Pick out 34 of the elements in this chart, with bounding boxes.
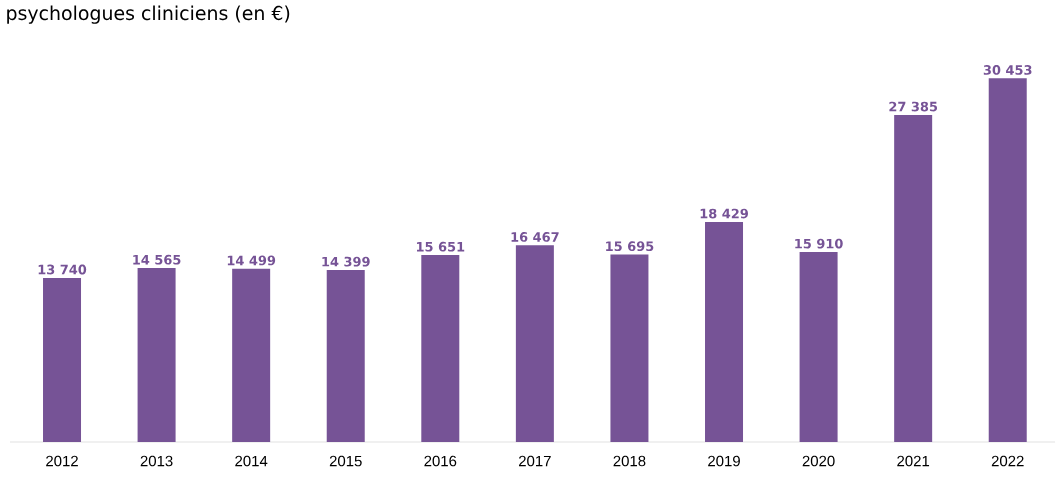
data-label: 14 565 (133, 254, 181, 265)
bar (894, 115, 933, 442)
x-tick-label: 2015 (329, 455, 362, 467)
bar (421, 255, 460, 442)
bar (326, 270, 365, 442)
bar (988, 78, 1027, 442)
x-tick-label: 2022 (991, 455, 1024, 467)
data-label: 15 651 (416, 241, 465, 252)
data-label: 15 910 (795, 238, 843, 249)
x-tick-label: 2018 (613, 455, 646, 467)
bar (232, 268, 271, 442)
data-label: 14 499 (227, 255, 276, 266)
x-tick-label: 2016 (424, 455, 457, 467)
data-label: 13 740 (38, 264, 87, 275)
x-tick-label: 2021 (897, 455, 930, 467)
bar (799, 252, 838, 442)
data-label: 14 399 (322, 256, 370, 267)
x-tick-label: 2014 (235, 455, 268, 467)
data-label: 30 453 (983, 65, 1032, 75)
data-label: 16 467 (511, 232, 559, 242)
chart-title: psychologues cliniciens (en €) (7, 5, 290, 24)
x-tick-label: 2020 (802, 455, 835, 467)
data-label: 15 695 (606, 241, 654, 252)
bar (515, 245, 554, 442)
x-tick-label: 2019 (708, 455, 740, 467)
data-label: 18 429 (700, 208, 748, 219)
bar (43, 277, 82, 442)
bar (137, 268, 176, 442)
x-tick-label: 2013 (140, 455, 173, 467)
x-tick-label: 2012 (46, 455, 78, 467)
x-tick-label: 2017 (519, 455, 551, 467)
bar (705, 221, 744, 442)
data-label: 27 385 (889, 101, 938, 112)
bar (610, 254, 649, 442)
